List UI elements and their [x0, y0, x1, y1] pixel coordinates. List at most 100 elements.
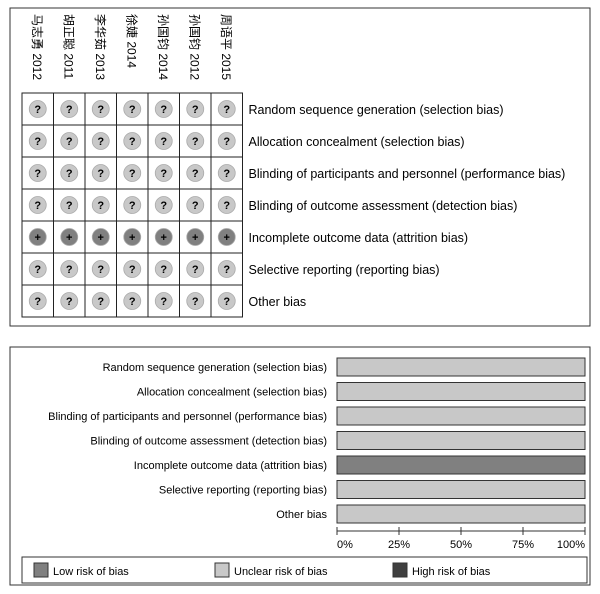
- judgement-symbol: ?: [223, 200, 230, 212]
- unclear-risk-mark: [154, 196, 173, 214]
- judgement-symbol: ?: [129, 168, 136, 180]
- grid-cell: [84, 220, 117, 254]
- legend: Low risk of bias Unclear risk of bias High…: [21, 556, 588, 584]
- unclear-risk-mark: [186, 132, 205, 150]
- judgement-symbol: ?: [97, 136, 104, 148]
- low-risk-mark: [154, 228, 173, 246]
- judgement-symbol: ?: [223, 296, 230, 308]
- judgement-symbol: ?: [34, 200, 41, 212]
- study-label: 周语平 2015: [219, 14, 233, 80]
- legend-frame: [21, 556, 588, 584]
- study-labels: 马志勇 2012 胡正聪 2011 李华茹 2013 徐婕 2014 孙国钧 2014 孙…: [30, 14, 233, 80]
- bar-category-label: Selective reporting (reporting bias): [159, 485, 327, 497]
- judgement-symbol: +: [192, 232, 198, 244]
- unclear-risk-mark: [186, 292, 205, 310]
- unclear-risk-mark: [123, 292, 142, 310]
- judgement-symbol: ?: [223, 264, 230, 276]
- domain-label: Blinding of participants and personnel (…: [249, 167, 566, 181]
- unclear-risk-mark: [60, 260, 79, 278]
- risk-of-bias-summary: 马志勇 2012 胡正聪 2011 李华茹 2013 徐婕 2014 孙国钧 2014 孙…: [9, 7, 591, 327]
- x-axis: 0% 25% 50% 75% 100%: [336, 527, 586, 551]
- study-label: 李华茹 2013: [93, 14, 108, 80]
- domain-labels: Random sequence generation (selection bi…: [249, 103, 566, 309]
- judgement-symbol: ?: [129, 264, 136, 276]
- bar-segment: [336, 480, 586, 499]
- judgement-symbol: ?: [34, 296, 41, 308]
- domain-label: Other bias: [249, 295, 307, 309]
- bar-segment: [336, 504, 586, 524]
- judgement-symbol: +: [129, 232, 135, 244]
- unclear-risk-mark: [186, 164, 205, 182]
- legend-label: Low risk of bias: [53, 566, 129, 578]
- unclear-risk-mark: [217, 132, 236, 150]
- judgement-symbol: ?: [192, 136, 199, 148]
- judgement-symbol: ?: [192, 104, 199, 116]
- unclear-risk-mark: [28, 196, 47, 214]
- judgement-symbol: ?: [34, 264, 41, 276]
- graph-frame: [9, 346, 591, 586]
- low-risk-mark: [217, 228, 236, 246]
- bar-category-label: Blinding of outcome assessment (detectio…: [90, 436, 327, 448]
- study-label: 马志勇 2012: [30, 14, 44, 80]
- bar-category-label: Random sequence generation (selection bi…: [103, 362, 327, 374]
- unclear-risk-mark: [217, 164, 236, 182]
- study-label: 胡正聪 2011: [61, 14, 75, 79]
- unclear-risk-mark: [217, 260, 236, 278]
- bars: [336, 357, 586, 524]
- unclear-risk-mark: [28, 260, 47, 278]
- judgement-symbol: ?: [34, 104, 41, 116]
- judgement-symbol: ?: [160, 200, 167, 212]
- judgement-symbol: ?: [192, 264, 199, 276]
- judgement-symbol: ?: [66, 296, 73, 308]
- summary-frame: [9, 7, 591, 327]
- judgement-symbol: +: [35, 232, 41, 244]
- summary-grid: ??????????????????????????? ? + + + + + + +?????…: [21, 92, 243, 318]
- legend-swatch: [392, 562, 408, 578]
- unclear-risk-mark: [154, 164, 173, 182]
- judgement-symbol: ?: [192, 296, 199, 308]
- unclear-risk-mark: [217, 196, 236, 214]
- legend-swatch: [33, 562, 49, 578]
- domain-label: Allocation concealment (selection bias): [249, 135, 465, 149]
- low-risk-mark: [28, 228, 47, 246]
- unclear-risk-mark: [154, 100, 173, 118]
- unclear-risk-mark: [91, 292, 110, 310]
- unclear-risk-mark: [28, 164, 47, 182]
- unclear-risk-mark: [60, 164, 79, 182]
- unclear-risk-mark: [60, 100, 79, 118]
- judgement-symbol: ?: [66, 104, 73, 116]
- judgement-symbol: ?: [129, 296, 136, 308]
- study-label: 徐婕 2014: [124, 14, 139, 68]
- x-tick-label: 100%: [557, 539, 585, 551]
- unclear-risk-mark: [60, 292, 79, 310]
- bar-category-labels: Random sequence generation (selection bi…: [48, 362, 327, 521]
- judgement-symbol: ?: [66, 264, 73, 276]
- study-label: 孙国钧 2014: [156, 14, 170, 80]
- judgement-symbol: ?: [66, 200, 73, 212]
- unclear-risk-mark: [217, 100, 236, 118]
- unclear-risk-mark: [60, 196, 79, 214]
- unclear-risk-mark: [123, 196, 142, 214]
- judgement-symbol: ?: [97, 296, 104, 308]
- bar-segment: [336, 406, 586, 426]
- unclear-risk-mark: [28, 132, 47, 150]
- judgement-symbol: ?: [97, 200, 104, 212]
- unclear-risk-mark: [28, 292, 47, 310]
- legend-label: High risk of bias: [412, 566, 491, 578]
- judgement-symbol: ?: [129, 200, 136, 212]
- unclear-risk-mark: [91, 132, 110, 150]
- domain-label: Blinding of outcome assessment (detectio…: [249, 199, 518, 213]
- unclear-risk-mark: [154, 132, 173, 150]
- x-tick-label: 75%: [512, 539, 534, 551]
- bar-category-label: Allocation concealment (selection bias): [137, 387, 327, 399]
- risk-of-bias-graph: Random sequence generation (selection bi…: [9, 346, 591, 586]
- judgement-symbol: ?: [223, 104, 230, 116]
- bar-segment: [336, 431, 586, 450]
- unclear-risk-mark: [123, 164, 142, 182]
- unclear-risk-mark: [123, 100, 142, 118]
- judgement-symbol: ?: [34, 168, 41, 180]
- judgement-symbol: ?: [97, 264, 104, 276]
- legend-label: Unclear risk of bias: [234, 566, 328, 578]
- low-risk-mark: [186, 228, 205, 246]
- unclear-risk-mark: [91, 196, 110, 214]
